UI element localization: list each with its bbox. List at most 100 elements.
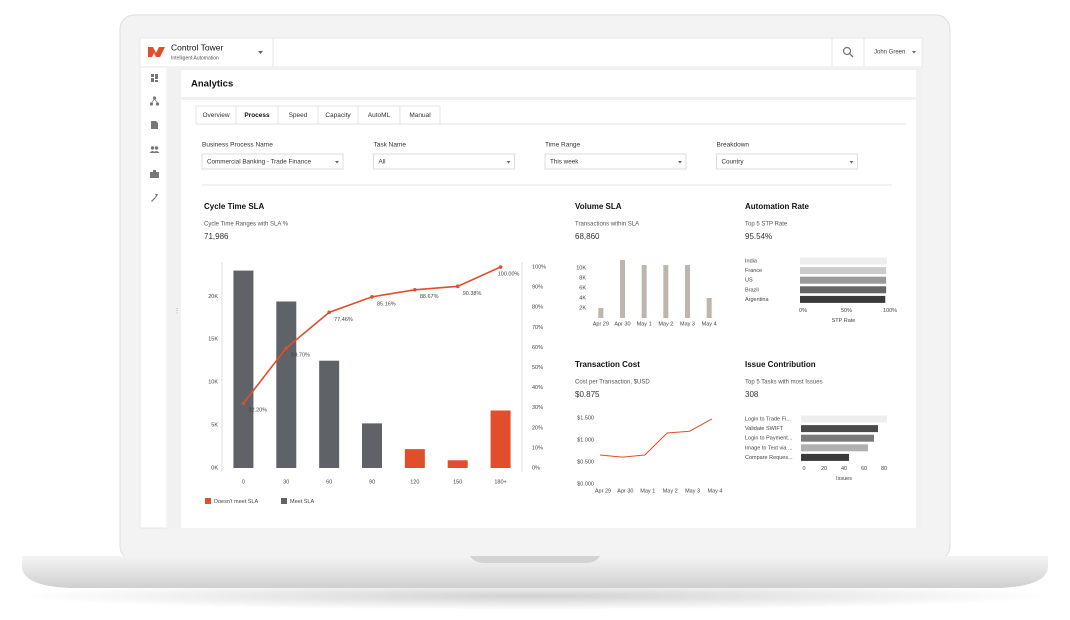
- shadow: [15, 582, 1055, 610]
- y-tick-label: Login to Trade Fi...: [745, 416, 791, 422]
- tab-label[interactable]: Overview: [202, 112, 229, 119]
- x-axis-label: Issues: [836, 476, 852, 482]
- bar: [490, 410, 511, 468]
- y2-tick-label: 100%: [532, 264, 546, 270]
- panel-metric: $0.875: [575, 390, 600, 399]
- x-tick-label: 0: [242, 479, 245, 485]
- search-button[interactable]: [842, 46, 854, 58]
- page-title: Analytics: [191, 79, 233, 90]
- filter-caret[interactable]: [678, 161, 682, 164]
- collapse-handle[interactable]: ⋮: [174, 309, 180, 315]
- tab-label[interactable]: Speed: [289, 112, 308, 119]
- panel-title: Transaction Cost: [575, 360, 640, 369]
- tab-label[interactable]: AutoML: [368, 112, 391, 119]
- x-tick-label: May 2: [658, 321, 673, 327]
- app-title: Control Tower: [171, 42, 223, 52]
- y-tick-label: Argentina: [745, 297, 769, 303]
- x-tick-label: 50%: [841, 308, 852, 314]
- bar: [663, 265, 669, 318]
- filter-value[interactable]: All: [379, 159, 386, 166]
- filter-select[interactable]: [544, 153, 687, 170]
- y-tick-label: 15K: [208, 337, 218, 343]
- nav-process[interactable]: [149, 96, 160, 106]
- bar: [800, 267, 887, 275]
- data-label: 85.16%: [377, 301, 396, 307]
- y-tick-label: India: [745, 258, 758, 264]
- y-tick-label: $0.000: [577, 481, 594, 487]
- filter-select[interactable]: [716, 153, 858, 170]
- tab-label[interactable]: Capacity: [325, 112, 351, 119]
- y2-tick-label: 40%: [532, 385, 543, 391]
- x-tick-label: May 4: [702, 321, 717, 327]
- panel-subtitle: Transactions within SLA: [575, 222, 639, 228]
- bar: [801, 453, 849, 461]
- y2-tick-label: 60%: [532, 345, 543, 351]
- bar: [706, 298, 712, 318]
- y2-tick-label: 80%: [532, 305, 543, 311]
- nav-users[interactable]: [149, 146, 160, 153]
- sidebar: [139, 66, 168, 529]
- y-tick-label: 6K: [579, 285, 586, 291]
- data-label: 32.20%: [248, 408, 267, 414]
- filter-select[interactable]: [373, 153, 515, 170]
- legend-swatch: [281, 498, 287, 504]
- y2-tick-label: 0%: [532, 465, 540, 471]
- bar: [620, 260, 625, 318]
- filter-value[interactable]: This week: [550, 159, 579, 166]
- tab[interactable]: [399, 105, 441, 125]
- nav-work[interactable]: [150, 170, 159, 178]
- bar: [800, 257, 887, 265]
- y-tick-label: 4K: [579, 295, 586, 301]
- filter-value[interactable]: Country: [722, 159, 745, 166]
- nav-tools[interactable]: [151, 193, 159, 202]
- y-tick-label: Brazil: [745, 287, 759, 293]
- panel-title: Cycle Time SLA: [204, 202, 265, 211]
- y2-tick-label: 10%: [532, 445, 543, 451]
- tab-label[interactable]: Process: [244, 112, 270, 119]
- bar: [319, 360, 340, 468]
- y-tick-label: 5K: [211, 423, 218, 429]
- bar: [641, 265, 647, 318]
- bar: [800, 276, 887, 284]
- filter-select[interactable]: [201, 153, 344, 170]
- bar: [598, 308, 604, 318]
- x-tick-label: 0: [802, 466, 805, 472]
- logo: [148, 47, 165, 57]
- user-name[interactable]: John Green: [874, 50, 905, 56]
- bar: [447, 460, 468, 468]
- y-tick-label: 8K: [579, 275, 586, 281]
- x-tick-label: May 3: [685, 488, 700, 494]
- nav-documents[interactable]: [151, 121, 158, 129]
- bar: [404, 449, 425, 468]
- data-label: 90.38%: [463, 291, 482, 297]
- cumulative-point: [370, 295, 374, 299]
- x-tick-label: Apr 30: [617, 488, 633, 494]
- tab-label[interactable]: Manual: [409, 112, 431, 119]
- panel-metric: 68,860: [575, 232, 600, 241]
- x-tick-label: May 3: [680, 321, 695, 327]
- filter-value[interactable]: Commercial Banking - Trade Finance: [207, 159, 311, 166]
- filter-caret[interactable]: [849, 161, 854, 164]
- user-caret[interactable]: [912, 51, 916, 54]
- y-tick-label: $1.500: [577, 415, 594, 421]
- bar: [801, 444, 868, 452]
- laptop-base: [22, 556, 1048, 588]
- filter-caret[interactable]: [335, 161, 339, 164]
- legend-label: Meet SLA: [290, 499, 314, 505]
- nav-dashboard[interactable]: [151, 74, 158, 82]
- filter-label: Business Process Name: [202, 142, 273, 149]
- filter-caret[interactable]: [506, 161, 511, 164]
- page-header: [181, 70, 916, 97]
- data-label: 88.67%: [420, 294, 439, 300]
- bar: [233, 270, 254, 468]
- y2-tick-label: 50%: [532, 365, 543, 371]
- bar: [801, 425, 878, 433]
- panel-metric: 71,986: [204, 232, 229, 241]
- x-axis-label: STP Rate: [832, 318, 856, 324]
- x-tick-label: 150: [453, 479, 462, 485]
- app-menu-caret[interactable]: [258, 51, 263, 54]
- panel-subtitle: Cost per Transaction, $USD: [575, 380, 650, 386]
- bar: [362, 423, 382, 468]
- x-tick-label: 90: [369, 479, 375, 485]
